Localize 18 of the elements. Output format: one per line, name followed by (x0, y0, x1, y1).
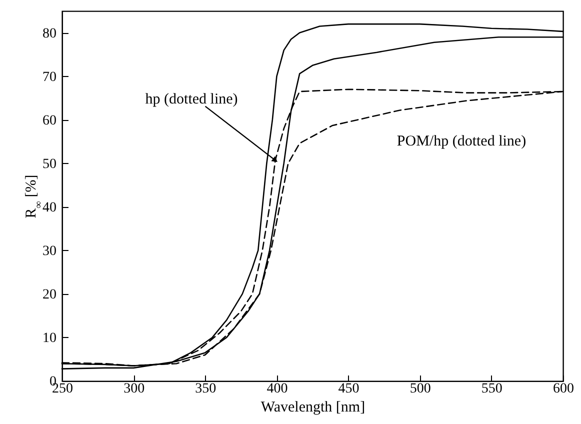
y-tick-label: 50 (42, 156, 56, 172)
y-tick-label: 20 (42, 287, 56, 302)
y-tick-label: 80 (42, 26, 56, 42)
y-tick-label: 60 (42, 113, 56, 128)
x-tick-label: 400 (266, 382, 288, 396)
x-tick-label: 550 (481, 382, 502, 396)
y-tick-label: 40 (42, 200, 56, 216)
y-tick-label: 70 (42, 70, 56, 85)
x-tick-label: 600 (553, 382, 574, 396)
x-tick-label: 450 (338, 382, 360, 396)
x-tick-label: 300 (124, 382, 145, 396)
annotation: POM/hp (dotted line) (396, 133, 526, 150)
y-tick-label: 30 (42, 244, 56, 259)
y-tick-label: 10 (42, 330, 56, 346)
annotation: hp (dotted line) (145, 91, 238, 108)
x-axis-title: Wavelength [nm] (260, 400, 366, 416)
x-tick-label: 350 (195, 382, 216, 396)
x-tick-label: 500 (410, 382, 431, 396)
